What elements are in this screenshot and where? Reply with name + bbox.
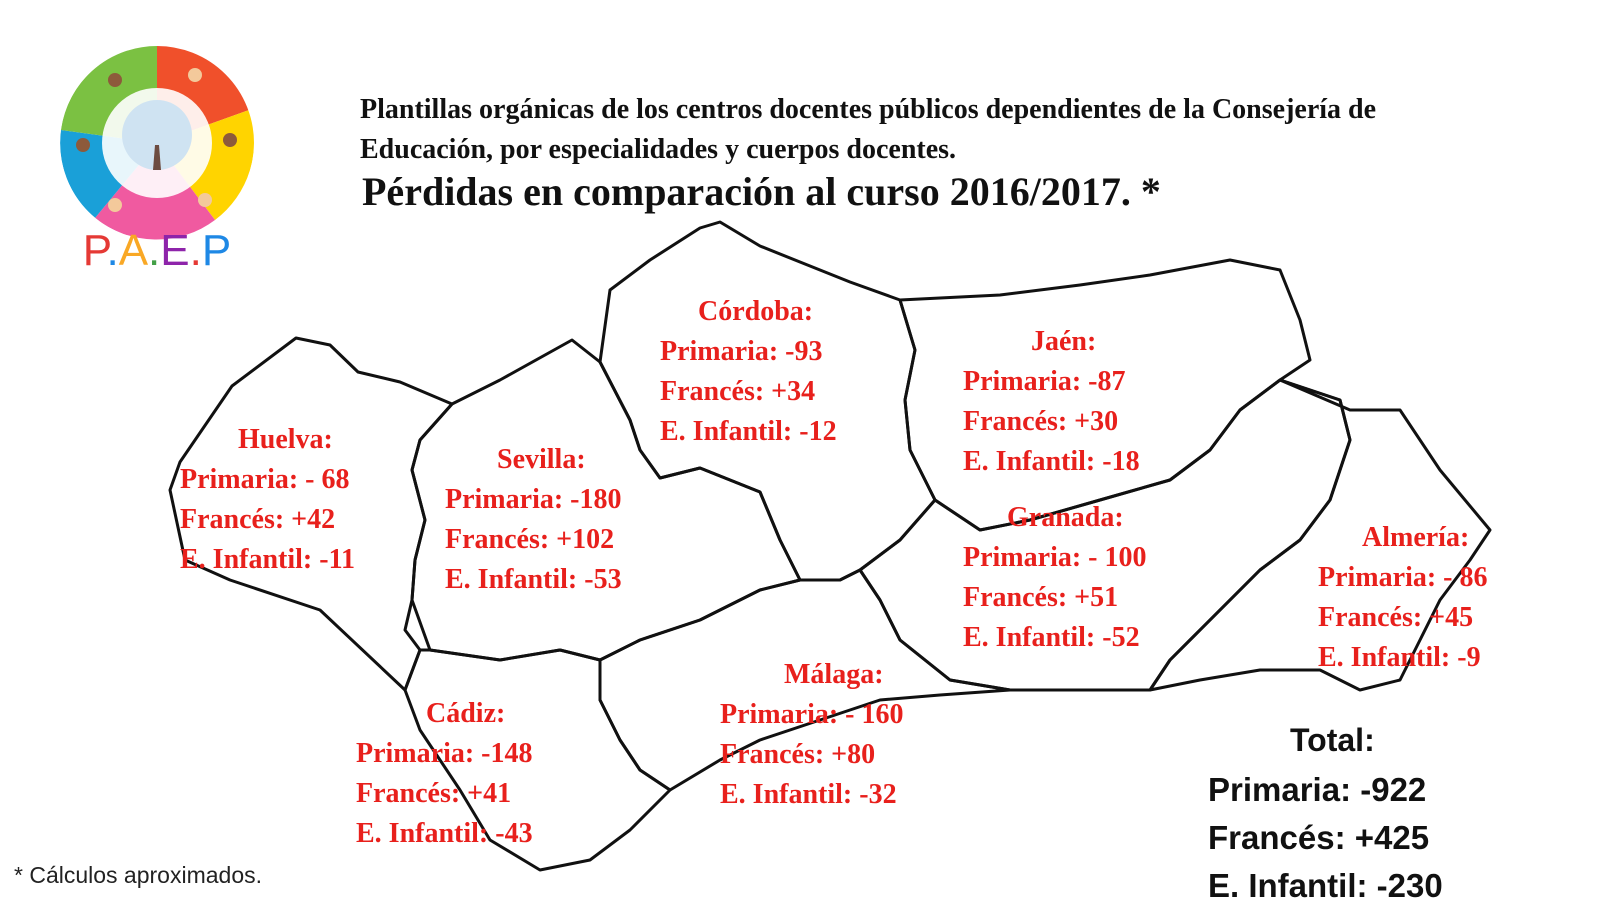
footnote: * Cálculos aproximados.: [14, 862, 263, 888]
frances-value: Francés: +102: [445, 524, 615, 555]
province-name: Huelva:: [238, 424, 333, 455]
frances-value: Francés: +34: [660, 376, 816, 407]
province-label-cadiz: Cádiz: Primaria: -148 Francés: +41 E. In…: [356, 694, 533, 854]
infantil-value: E. Infantil: -53: [445, 564, 622, 595]
province-name: Jaén:: [1031, 326, 1097, 357]
infantil-value: E. Infantil: -32: [720, 779, 897, 810]
province-name: Sevilla:: [497, 444, 586, 475]
page-subtitle: Plantillas orgánicas de los centros doce…: [360, 94, 1377, 165]
primaria-value: Primaria: - 86: [1318, 562, 1488, 593]
infantil-value: E. Infantil: -12: [660, 416, 837, 447]
frances-value: Francés: +45: [1318, 602, 1474, 633]
province-cadiz-outline: [403, 648, 672, 872]
primaria-value: Primaria: - 68: [180, 464, 350, 495]
infantil-value: E. Infantil: -43: [356, 818, 533, 849]
frances-value: Francés: +41: [356, 778, 512, 809]
province-name: Almería:: [1362, 522, 1470, 553]
province-label-jaen: Jaén: Primaria: -87 Francés: +30 E. Infa…: [963, 322, 1140, 482]
frances-value: Francés: +42: [180, 504, 336, 535]
page-title: Pérdidas en comparación al curso 2016/20…: [362, 169, 1161, 214]
infantil-value: E. Infantil: -11: [180, 544, 356, 575]
infantil-value: E. Infantil: -9: [1318, 642, 1481, 673]
province-name: Córdoba:: [698, 296, 814, 327]
total-frances: Francés: +425: [1208, 819, 1430, 856]
province-label-granada: Granada: Primaria: - 100 Francés: +51 E.…: [963, 498, 1147, 658]
province-name: Málaga:: [784, 659, 884, 690]
infantil-value: E. Infantil: -52: [963, 622, 1140, 653]
province-name: Granada:: [1007, 502, 1124, 533]
province-name: Cádiz:: [426, 698, 506, 729]
infantil-value: E. Infantil: -18: [963, 446, 1140, 477]
province-label-malaga: Málaga: Primaria: - 160 Francés: +80 E. …: [720, 655, 904, 815]
paep-logo: P.A.E.P: [55, 20, 275, 280]
total-values: Primaria: -922 Francés: +425 E. Infantil…: [1208, 766, 1443, 910]
primaria-value: Primaria: -148: [356, 738, 533, 769]
logo-children-ring: [76, 68, 237, 212]
logo-text: P.A.E.P: [83, 226, 231, 275]
frances-value: Francés: +51: [963, 582, 1119, 613]
province-almeria-outline: [1148, 378, 1492, 692]
total-primaria: Primaria: -922: [1208, 771, 1427, 808]
primaria-value: Primaria: - 100: [963, 542, 1147, 573]
primaria-value: Primaria: -93: [660, 336, 823, 367]
province-label-cordoba: Córdoba: Primaria: -93 Francés: +34 E. I…: [660, 292, 837, 452]
frances-value: Francés: +80: [720, 739, 876, 770]
logo-wheel: [58, 44, 256, 242]
province-label-almeria: Almería: Primaria: - 86 Francés: +45 E. …: [1318, 518, 1488, 678]
primaria-value: Primaria: -180: [445, 484, 622, 515]
frances-value: Francés: +30: [963, 406, 1119, 437]
total-title: Total:: [1290, 722, 1375, 758]
primaria-value: Primaria: - 160: [720, 699, 904, 730]
total-infantil: E. Infantil: -230: [1208, 867, 1443, 904]
province-label-huelva: Huelva: Primaria: - 68 Francés: +42 E. I…: [180, 420, 355, 580]
primaria-value: Primaria: -87: [963, 366, 1126, 397]
province-label-sevilla: Sevilla: Primaria: -180 Francés: +102 E.…: [445, 440, 622, 600]
